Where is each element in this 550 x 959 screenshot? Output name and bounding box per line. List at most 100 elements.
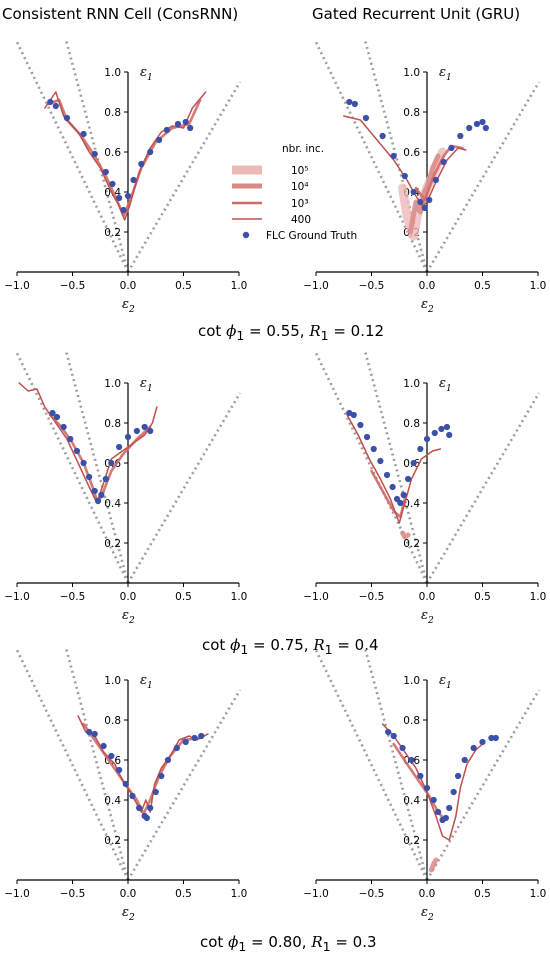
ground-truth-point [346, 98, 353, 106]
ground-truth-point [454, 772, 462, 780]
row-caption-3: cot ϕ1 = 0.80, R1 = 0.3 [200, 933, 377, 954]
x-axis-label-sub: 2 [128, 616, 135, 626]
caption-r: R [309, 322, 321, 340]
caption-phi-sub: 1 [236, 328, 245, 343]
legend-label-400: 400 [291, 214, 311, 226]
ground-truth-point [417, 445, 424, 453]
caption-cot-value: = 0.75, [248, 636, 314, 654]
ground-truth-point [141, 423, 148, 431]
y-tick-label: 0.8 [104, 107, 121, 119]
caption-r-value: = 0.12 [328, 322, 385, 340]
boundary-line [64, 647, 130, 881]
x-tick-label: −1.0 [303, 591, 329, 603]
y-axis-label: ε1 [439, 673, 452, 691]
ground-truth-point [435, 808, 442, 816]
x-tick-label: −1.0 [4, 888, 30, 900]
ground-truth-point [124, 433, 132, 441]
y-tick-label: 0.4 [403, 498, 420, 510]
y-tick-label: 0.2 [104, 227, 121, 239]
ground-truth-point [357, 421, 364, 429]
y-tick-label: 1.0 [403, 675, 420, 687]
ground-truth-point [116, 766, 123, 774]
ground-truth-point [120, 206, 127, 214]
ground-truth-point [417, 198, 424, 206]
ground-truth-point [466, 124, 473, 132]
ground-truth-point [443, 423, 451, 431]
ground-truth-point [100, 742, 107, 750]
x-tick-label: −1.0 [4, 280, 30, 292]
series-line-1e4 [407, 153, 441, 235]
y-axis-label: ε1 [140, 673, 153, 691]
ground-truth-point [147, 427, 154, 435]
ground-truth-point [108, 752, 115, 760]
ground-truth-point [397, 499, 404, 507]
series-line-400 [44, 91, 207, 221]
caption-cot: cot [198, 322, 222, 340]
ground-truth-point [432, 176, 439, 184]
x-axis-label-sub: 2 [128, 305, 135, 315]
ground-truth-point [73, 447, 81, 455]
ground-truth-point [363, 433, 371, 441]
legend-label-1e3: 10³ [291, 198, 309, 210]
caption-r-sub: 1 [322, 939, 331, 954]
ground-truth-point [91, 150, 98, 158]
y-tick-label: 1.0 [403, 378, 420, 390]
boundary-line [14, 39, 130, 273]
ground-truth-point [52, 102, 59, 110]
ground-truth-point [370, 445, 377, 453]
boundary-line [64, 39, 130, 273]
ground-truth-point [182, 738, 189, 746]
x-tick-label: 0.5 [474, 888, 491, 900]
x-tick-label: 0.0 [120, 591, 137, 603]
ground-truth-point [473, 120, 481, 128]
ground-truth-point [385, 728, 392, 736]
x-tick-label: −0.5 [60, 280, 86, 292]
x-tick-label: 1.0 [231, 280, 248, 292]
ground-truth-point [98, 491, 105, 499]
caption-phi: ϕ [228, 933, 239, 951]
x-tick-label: 1.0 [231, 888, 248, 900]
x-tick-label: 0.5 [175, 280, 192, 292]
ground-truth-point [401, 172, 408, 180]
ground-truth-point [130, 176, 137, 184]
y-tick-label: 0.2 [403, 538, 420, 550]
y-axis-label: ε1 [439, 65, 452, 83]
ground-truth-point [109, 180, 116, 188]
ground-truth-point [94, 497, 102, 505]
boundary-line [313, 39, 429, 273]
ground-truth-point [350, 411, 357, 419]
ground-truth-point [155, 136, 163, 144]
column-title-consrnn: Consistent RNN Cell (ConsRNN) [2, 5, 239, 23]
y-tick-label: 0.4 [104, 795, 121, 807]
boundary-line [425, 81, 541, 273]
row-caption-1: cot ϕ1 = 0.55, R1 = 0.12 [198, 322, 384, 343]
ground-truth-point [80, 130, 87, 138]
ground-truth-point [158, 772, 165, 780]
boundary-line [14, 647, 130, 881]
series-line-1e4 [428, 857, 439, 873]
ground-truth-point [488, 734, 495, 742]
ground-truth-point [410, 188, 417, 196]
y-tick-label: 0.4 [403, 795, 420, 807]
x-tick-label: 1.0 [530, 591, 547, 603]
ground-truth-point [187, 124, 194, 132]
ground-truth-point [389, 483, 396, 491]
x-tick-label: 0.0 [419, 888, 436, 900]
ground-truth-point [421, 204, 428, 212]
ground-truth-point [138, 160, 145, 168]
caption-r-value: = 0.3 [330, 933, 377, 951]
x-tick-label: 0.5 [175, 591, 192, 603]
ground-truth-point [399, 744, 406, 752]
ground-truth-point [482, 124, 489, 132]
ground-truth-point [438, 425, 445, 433]
series-line-1e3 [82, 722, 202, 816]
ground-truth-point [102, 168, 109, 176]
caption-r-sub: 1 [324, 642, 333, 657]
y-tick-label: 1.0 [104, 67, 121, 79]
x-tick-label: −1.0 [4, 591, 30, 603]
ground-truth-point [63, 114, 71, 122]
y-axis-label: ε1 [439, 376, 452, 394]
caption-r-sub: 1 [320, 328, 329, 343]
ground-truth-point [152, 788, 159, 796]
